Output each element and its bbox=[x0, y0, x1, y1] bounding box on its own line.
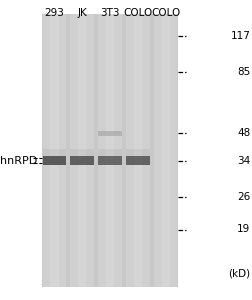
Bar bbox=[153, 14, 177, 286]
Bar bbox=[98, 156, 121, 165]
Text: COLO: COLO bbox=[123, 8, 152, 17]
Text: 26: 26 bbox=[236, 191, 249, 202]
Bar bbox=[70, 149, 94, 156]
Text: JK: JK bbox=[77, 8, 87, 17]
Text: 48: 48 bbox=[236, 128, 249, 139]
Bar bbox=[50, 14, 58, 286]
Bar bbox=[125, 149, 149, 156]
Text: 3T3: 3T3 bbox=[100, 8, 119, 17]
Bar bbox=[161, 14, 169, 286]
Text: hnRPD: hnRPD bbox=[0, 155, 37, 166]
Text: 117: 117 bbox=[230, 31, 249, 41]
Text: 19: 19 bbox=[236, 224, 249, 235]
Text: 293: 293 bbox=[44, 8, 64, 17]
Bar bbox=[42, 14, 178, 286]
Bar bbox=[98, 149, 121, 156]
Bar bbox=[125, 14, 149, 286]
Bar bbox=[78, 14, 86, 286]
Text: 85: 85 bbox=[236, 67, 249, 77]
Bar bbox=[42, 14, 66, 286]
Bar bbox=[70, 14, 94, 286]
Bar bbox=[106, 14, 114, 286]
Text: 34: 34 bbox=[236, 155, 249, 166]
Bar bbox=[125, 156, 149, 165]
Bar bbox=[42, 156, 66, 165]
Text: (kD): (kD) bbox=[228, 268, 249, 278]
Bar bbox=[98, 131, 121, 136]
Text: COLO: COLO bbox=[150, 8, 180, 17]
Bar bbox=[133, 14, 141, 286]
Bar bbox=[70, 156, 94, 165]
Bar bbox=[42, 149, 66, 156]
Bar bbox=[98, 14, 121, 286]
